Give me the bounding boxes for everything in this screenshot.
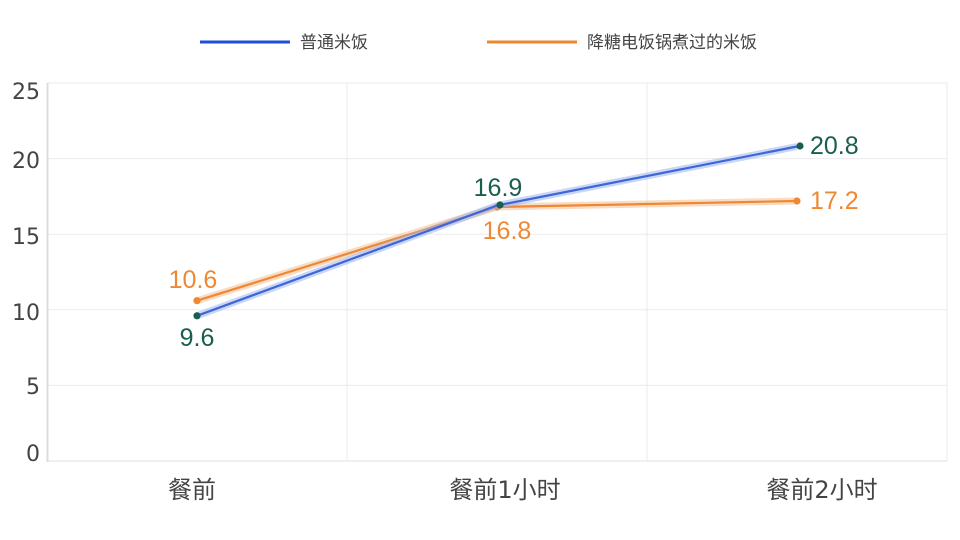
data-label: 9.6 [180,324,215,352]
y-tick: 15 [12,225,40,250]
y-tick: 20 [12,149,40,174]
legend-label: 降糖电饭锅煮过的米饭 [587,33,757,53]
grid [46,82,948,462]
data-label: 20.8 [810,132,859,160]
y-tick: 0 [26,442,40,467]
legend-item-regular-rice[interactable]: 普通米饭 [200,33,368,53]
legend-label: 普通米饭 [300,33,368,53]
data-point[interactable] [193,312,201,320]
data-label: 16.9 [474,174,523,202]
data-label: 16.8 [483,217,532,245]
legend: 普通米饭 降糖电饭锅煮过的米饭 [200,33,757,53]
x-axis-ticks: 餐前 餐前1小时 餐前2小时 [168,476,878,504]
x-tick: 餐前 [168,476,216,504]
data-point[interactable] [193,297,201,305]
series-regular-rice [193,142,804,320]
data-point[interactable] [496,201,504,209]
y-axis-ticks: 0 5 10 15 20 25 [12,80,40,467]
y-tick: 25 [12,80,40,105]
x-tick: 餐前1小时 [449,476,560,504]
legend-item-low-sugar-rice[interactable]: 降糖电饭锅煮过的米饭 [487,33,757,53]
series-low-sugar-rice [193,197,801,305]
y-tick: 10 [12,301,40,326]
data-point[interactable] [796,142,804,150]
data-label: 17.2 [810,187,859,215]
data-point[interactable] [793,197,801,205]
y-tick: 5 [26,375,40,400]
x-tick: 餐前2小时 [766,476,877,504]
data-label: 10.6 [169,266,218,294]
data-labels: 9.6 16.9 20.8 10.6 16.8 17.2 [169,132,859,352]
